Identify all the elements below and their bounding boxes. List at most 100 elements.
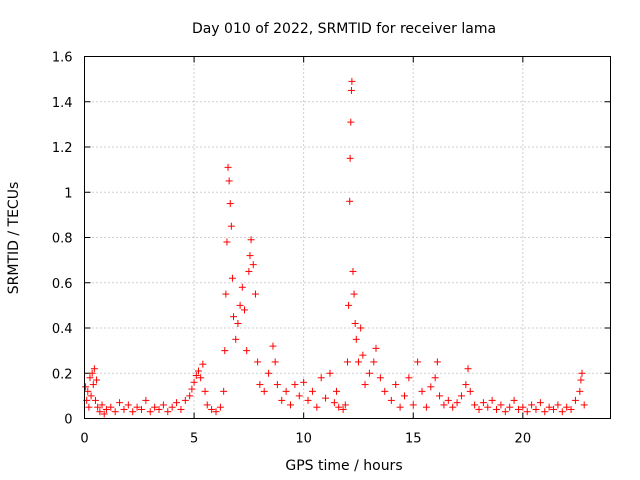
data-point [347,86,355,94]
data-point [466,387,474,395]
data-point [576,387,584,395]
data-point [291,381,299,389]
data-point [349,267,357,275]
data-point [225,177,233,185]
data-point [335,403,343,411]
data-point [308,387,316,395]
data-point [199,360,207,368]
data-point [300,378,308,386]
data-point [532,405,540,413]
data-point [493,405,501,413]
data-point [236,301,244,309]
y-tick-label: 0.4 [52,322,73,337]
data-point [333,387,341,395]
data-point [418,387,426,395]
data-point [173,399,181,407]
y-tick-label: 1 [64,186,72,201]
data-point [98,401,106,409]
data-point [151,403,159,411]
data-point [550,405,558,413]
data-point [278,396,286,404]
data-point [405,374,413,382]
data-point [457,392,465,400]
data-point [133,403,141,411]
data-point [372,344,380,352]
data-point [409,401,417,409]
plot-frame [84,56,611,419]
data-point [317,374,325,382]
data-point [488,396,496,404]
data-point [519,403,527,411]
data-point [341,401,349,409]
data-point [238,283,246,291]
data-point [216,403,224,411]
data-point [313,403,321,411]
data-point [400,392,408,400]
data-point [243,347,251,355]
data-point [159,401,167,409]
data-point [580,401,588,409]
data-point [87,392,95,400]
data-point [352,335,360,343]
data-point [475,405,483,413]
data-point [256,381,264,389]
data-point [232,335,240,343]
data-point [224,163,232,171]
data-point [100,410,108,418]
x-tick-label: 10 [295,432,312,447]
data-point [129,408,137,416]
data-point [146,408,154,416]
y-tick-label: 1.4 [52,96,73,111]
data-point [120,405,128,413]
data-point [506,403,514,411]
data-point [304,396,312,404]
data-point [282,387,290,395]
data-point [181,396,189,404]
data-point [124,401,132,409]
data-point [246,252,254,260]
data-point [89,381,97,389]
data-point [497,401,505,409]
data-point [348,77,356,85]
data-point [249,261,257,269]
data-point [326,369,334,377]
data-point [471,401,479,409]
data-point [190,378,198,386]
data-points [82,77,588,418]
data-point [365,369,373,377]
data-point [107,403,115,411]
data-point [567,405,575,413]
data-point [188,385,196,393]
data-point [234,319,242,327]
data-point [240,306,248,314]
data-point [254,358,262,366]
data-point [192,372,200,380]
data-point [273,381,281,389]
data-point [155,405,163,413]
data-point [536,399,544,407]
y-tick-label: 0.2 [52,367,73,382]
x-tick-label: 20 [515,432,532,447]
data-point [330,399,338,407]
data-point [359,351,367,359]
data-point [220,387,228,395]
data-point [116,399,124,407]
data-point [484,403,492,411]
data-point [84,387,92,395]
data-point [345,301,353,309]
data-point [96,408,104,416]
data-point [433,358,441,366]
data-point [528,401,536,409]
data-point [245,267,253,275]
data-point [351,319,359,327]
data-point [177,405,185,413]
data-point [396,403,404,411]
data-point [201,387,209,395]
data-point [571,396,579,404]
data-point [501,408,509,416]
data-point [523,408,531,416]
x-tick-label: 5 [190,432,198,447]
data-point [510,396,518,404]
data-point [427,383,435,391]
data-point [247,236,255,244]
